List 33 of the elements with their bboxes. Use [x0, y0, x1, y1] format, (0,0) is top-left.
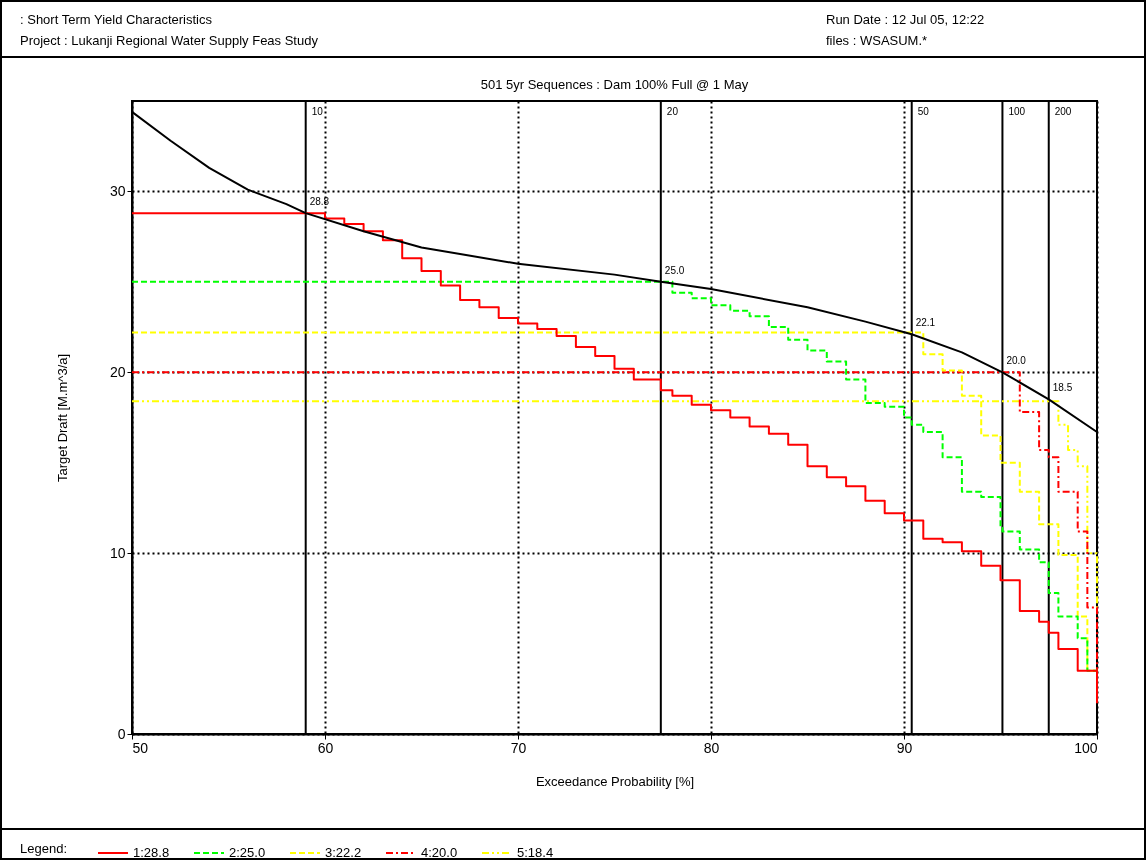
annotation: 20 [666, 106, 679, 117]
y-tick-label: 0 [117, 725, 126, 742]
x-tick-label: 80 [703, 739, 720, 756]
annotation: 25.0 [664, 264, 685, 276]
legend-label: 1:28.8 [133, 845, 170, 860]
annotation: 100 [1008, 106, 1026, 117]
y-tick-label: 20 [109, 363, 126, 380]
annotation: 200 [1054, 106, 1072, 117]
chart-title: 501 5yr Sequences : Dam 100% Full @ 1 May [480, 77, 749, 92]
y-tick-label: 30 [109, 182, 126, 199]
x-tick-label: 50 [132, 739, 149, 756]
annotation: 28.8 [309, 196, 330, 208]
annotation: 18.5 [1052, 382, 1073, 394]
legend-label: 2:25.0 [229, 845, 266, 860]
annotation: 10 [311, 106, 324, 117]
x-tick-label: 90 [896, 739, 913, 756]
y-tick-label: 10 [109, 544, 126, 561]
annotation: 50 [917, 106, 930, 117]
annotation: 20.0 [1006, 355, 1027, 367]
text: Run Date : 12 Jul 05, 12:22 [826, 12, 985, 27]
annotation: 22.1 [915, 317, 936, 329]
legend-title: Legend: [20, 841, 67, 856]
x-tick-label: 100 [1074, 739, 1098, 756]
legend-label: 4:20.0 [421, 845, 458, 860]
y-axis-title: Target Draft [M.m^3/a] [54, 353, 70, 483]
legend-label: 3:22.2 [325, 845, 362, 860]
legend-label: 5:18.4 [517, 845, 554, 860]
text: : Short Term Yield Characteristics [20, 12, 212, 27]
x-tick-label: 70 [510, 739, 527, 756]
text: Project : Lukanji Regional Water Supply Feas Study [20, 33, 318, 48]
x-tick-label: 60 [317, 739, 334, 756]
text: files : WSASUM.* [826, 33, 928, 48]
x-axis-title: Exceedance Probability [%] [535, 773, 695, 789]
